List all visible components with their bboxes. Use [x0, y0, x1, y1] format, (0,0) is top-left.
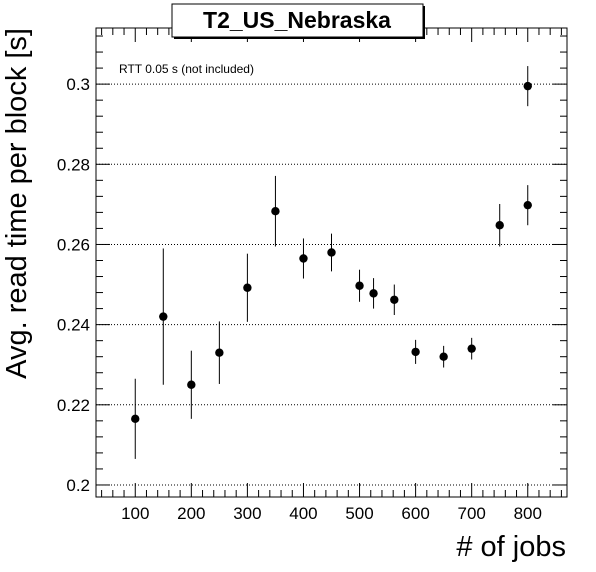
data-point	[299, 254, 308, 263]
data-point	[271, 206, 280, 216]
x-tick-label: 700	[457, 504, 485, 523]
chart-title: T2_US_Nebraska	[203, 7, 391, 33]
y-tick-label: 0.24	[57, 316, 90, 335]
data-point	[243, 283, 252, 292]
data-point	[523, 200, 532, 210]
y-tick-label: 0.28	[57, 155, 90, 174]
data-point	[523, 81, 532, 91]
x-tick-label: 400	[289, 504, 317, 523]
y-tick-label: 0.2	[66, 476, 90, 495]
data-point	[131, 414, 140, 424]
title-box-frame	[171, 3, 424, 38]
data-point	[327, 248, 336, 257]
data-point	[215, 348, 224, 357]
x-tick-label: 800	[514, 504, 542, 523]
data-point	[411, 347, 420, 357]
data-point	[355, 281, 364, 290]
data-point	[159, 312, 168, 321]
x-tick-label: 200	[177, 504, 205, 523]
y-axis-label: Avg. read time per block [s]	[1, 28, 33, 379]
x-tick-label: 500	[345, 504, 373, 523]
data-point	[467, 344, 476, 353]
title-box: T2_US_Nebraska	[171, 3, 425, 39]
y-tick-label: 0.22	[57, 396, 90, 415]
x-tick-label: 600	[401, 504, 429, 523]
rtt-annotation: RTT 0.05 s (not included)	[119, 62, 254, 76]
data-point	[187, 380, 196, 389]
y-tick-label: 0.3	[66, 75, 90, 94]
data-point	[439, 352, 448, 361]
data-series	[131, 66, 532, 459]
x-axis-label: # of jobs	[456, 531, 566, 563]
x-tick-label: 100	[121, 504, 149, 523]
x-tick-label: 300	[233, 504, 261, 523]
data-point	[369, 289, 378, 298]
grid-lines	[96, 83, 567, 486]
axis-ticks	[96, 28, 567, 497]
data-point	[390, 295, 399, 304]
tick-labels: 0.2 0.22 0.24 0.26 0.28 0.3 100 200 300 400 500 600…	[57, 75, 542, 523]
y-tick-label: 0.26	[57, 235, 90, 254]
data-point	[495, 221, 504, 230]
